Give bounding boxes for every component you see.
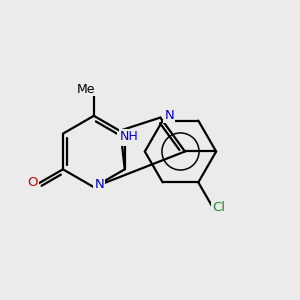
Text: N: N [164, 109, 174, 122]
Text: Me: Me [77, 82, 96, 96]
Text: N: N [94, 178, 104, 191]
Text: Cl: Cl [212, 201, 225, 214]
Text: N: N [118, 133, 128, 146]
Text: O: O [28, 176, 38, 189]
Text: NH: NH [120, 130, 139, 143]
